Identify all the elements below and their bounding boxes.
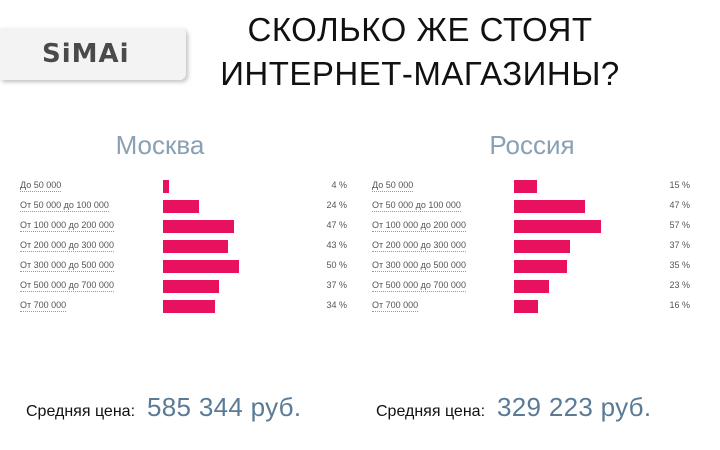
title-line-1: СКОЛЬКО ЖЕ СТОЯТ [247,11,593,48]
bar [163,240,229,253]
logo: SiMAi [42,39,130,69]
value-label: 57 % [669,220,690,230]
value-label: 47 % [669,200,690,210]
category-label: От 300 000 до 500 000 [20,260,114,272]
bar-row: От 700 000 16 % [362,297,702,317]
value-label: 47 % [326,220,347,230]
bar [514,200,586,213]
bar-row: От 500 000 до 700 000 37 % [10,277,350,297]
bar-row: От 200 000 до 300 000 37 % [362,237,702,257]
chart-title: Москва [115,130,205,160]
bar [514,300,539,313]
category-label: До 50 000 [372,180,414,192]
average-label: Средняя цена: [26,403,136,420]
average-value: 585 344 руб. [147,392,302,422]
value-label: 35 % [669,260,690,270]
category-label: От 700 000 [20,300,67,312]
category-label: От 200 000 до 300 000 [372,240,466,252]
average-price-moscow: Средняя цена: 585 344 руб. [26,392,301,423]
category-label: От 100 000 до 200 000 [372,220,466,232]
bar-rows: До 50 000 4 % От 50 000 до 100 000 24 % От 1… [10,177,350,317]
value-label: 37 % [669,240,690,250]
average-value: 329 223 руб. [497,392,652,422]
bar [514,260,568,273]
bar [163,200,200,213]
bar [514,280,549,293]
bar-row: От 300 000 до 500 000 35 % [362,257,702,277]
bar-rows: До 50 000 15 % От 50 000 до 100 000 47 % От … [362,177,702,317]
bar [514,180,537,193]
logo-tab: SiMAi [0,28,186,80]
bar [163,280,220,293]
category-label: От 50 000 до 100 000 [372,200,461,212]
page-title: СКОЛЬКО ЖЕ СТОЯТ ИНТЕРНЕТ-МАГАЗИНЫ? [210,8,630,96]
bar [163,300,215,313]
chart-title: Россия [489,130,575,160]
value-label: 50 % [326,260,347,270]
bar-row: От 50 000 до 100 000 47 % [362,197,702,217]
bar-row: От 100 000 до 200 000 47 % [10,217,350,237]
category-label: От 50 000 до 100 000 [20,200,109,212]
value-label: 34 % [326,300,347,310]
average-label: Средняя цена: [376,403,486,420]
bar [514,240,571,253]
value-label: 37 % [326,280,347,290]
bar [163,220,235,233]
value-label: 4 % [331,180,347,190]
bar-row: От 500 000 до 700 000 23 % [362,277,702,297]
chart-russia: Россия До 50 000 15 % От 50 000 до 100 000… [362,130,702,317]
bar-row: От 100 000 до 200 000 57 % [362,217,702,237]
bar-row: До 50 000 4 % [10,177,350,197]
category-label: От 200 000 до 300 000 [20,240,114,252]
title-line-2: ИНТЕРНЕТ-МАГАЗИНЫ? [220,55,620,92]
category-label: От 700 000 [372,300,419,312]
value-label: 15 % [669,180,690,190]
category-label: До 50 000 [20,180,62,192]
value-label: 23 % [669,280,690,290]
chart-moscow: Москва До 50 000 4 % От 50 000 до 100 000 2… [10,130,350,317]
value-label: 16 % [669,300,690,310]
category-label: От 300 000 до 500 000 [372,260,466,272]
bar-row: От 200 000 до 300 000 43 % [10,237,350,257]
bar [163,260,239,273]
category-label: От 500 000 до 700 000 [372,280,466,292]
bar-row: От 300 000 до 500 000 50 % [10,257,350,277]
bar [514,220,601,233]
category-label: От 100 000 до 200 000 [20,220,114,232]
bar-row: От 700 000 34 % [10,297,350,317]
bar [163,180,170,193]
average-price-russia: Средняя цена: 329 223 руб. [376,392,651,423]
category-label: От 500 000 до 700 000 [20,280,114,292]
value-label: 24 % [326,200,347,210]
value-label: 43 % [326,240,347,250]
bar-row: От 50 000 до 100 000 24 % [10,197,350,217]
bar-row: До 50 000 15 % [362,177,702,197]
